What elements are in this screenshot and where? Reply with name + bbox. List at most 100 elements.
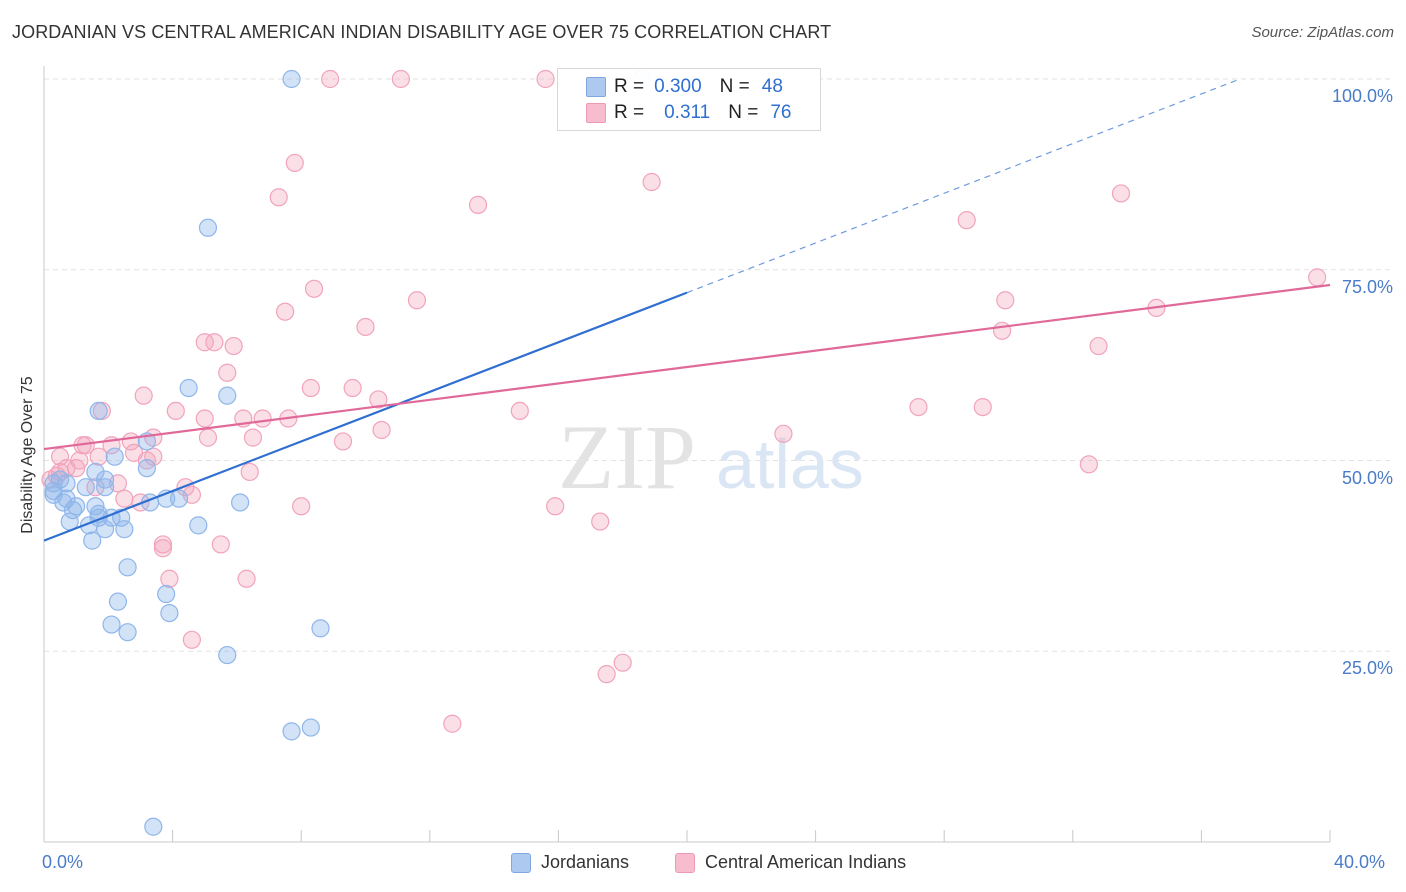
data-point-jordanians [118,623,137,642]
data-point-central-american-indians [443,714,462,733]
data-point-jordanians [218,386,237,405]
data-point-central-american-indians [195,333,214,352]
grid-lines [44,78,1392,652]
data-point-jordanians [105,447,124,466]
y-tick-label: 75.0% [1341,276,1393,297]
data-point-jordanians [95,520,115,539]
data-point-central-american-indians [218,363,237,382]
legend-swatch-jordanians [586,77,606,97]
data-point-central-american-indians [195,409,214,428]
legend-r-value: 0.300 [654,76,702,97]
legend-label-central-american-indians: Central American Indians [705,852,907,872]
legend-swatch-central-american-indians [675,852,695,873]
axes [43,66,1331,843]
data-point-central-american-indians [86,478,105,497]
legend-r-label: R = [614,102,645,123]
data-point-central-american-indians [321,69,340,89]
data-point-jordanians [108,592,128,611]
data-point-central-american-indians [285,153,304,173]
data-point-central-american-indians [205,333,224,352]
legend-item-central-american-indians[interactable]: Central American Indians [675,852,906,873]
data-point-central-american-indians [1079,455,1098,474]
data-point-central-american-indians [468,195,488,214]
data-point-central-american-indians [182,630,201,649]
legend-swatch-jordanians [511,852,531,873]
watermark-zip: ZIP [558,406,696,508]
data-point-central-american-indians [613,653,632,672]
data-point-central-american-indians [243,428,263,447]
data-point-central-american-indians [237,569,256,588]
legend-row-central-american-indians: R = 0.311 N = 76 [586,101,792,125]
data-point-central-american-indians [198,428,218,447]
data-point-central-american-indians [510,401,529,421]
series-jordanians [44,69,652,836]
data-point-jordanians [169,489,189,508]
data-point-jordanians [218,645,237,665]
data-point-central-american-indians [957,211,976,230]
data-point-jordanians [282,722,301,741]
trend-line-central-american-indians [43,283,1331,451]
data-point-central-american-indians [269,188,288,207]
data-point-jordanians [160,603,179,623]
data-point-central-american-indians [1089,336,1108,356]
data-point-central-american-indians [391,69,410,89]
legend-n-label: N = [728,102,759,123]
data-point-jordanians [282,69,301,89]
data-point-jordanians [89,401,108,421]
data-point-jordanians [83,531,102,550]
data-point-jordanians [198,218,218,237]
data-point-central-american-indians [973,397,992,417]
data-point-central-american-indians [301,378,320,398]
data-point-jordanians [189,516,208,535]
legend-n-value: 48 [761,76,783,97]
data-point-central-american-indians [304,279,324,298]
data-point-central-american-indians [909,397,928,417]
watermark-atlas: atlas [716,425,864,503]
data-point-central-american-indians [276,302,295,321]
watermark: ZIP atlas [558,406,864,508]
data-point-central-american-indians [57,459,76,478]
y-tick-label: 100.0% [1331,86,1393,106]
data-point-central-american-indians [536,69,555,89]
data-point-central-american-indians [356,317,375,337]
data-point-central-american-indians [992,321,1012,340]
data-point-jordanians [67,497,86,516]
data-point-central-american-indians [333,432,353,451]
data-point-central-american-indians [153,539,173,558]
data-point-jordanians [311,619,330,638]
bottom-legend: Jordanians Central American Indians [0,852,1406,876]
data-point-jordanians [76,478,95,497]
data-point-central-american-indians [253,409,272,428]
data-point-central-american-indians [115,489,134,508]
data-point-central-american-indians [372,420,391,440]
stats-legend: R = 0.300 N = 48 R = 0.311 N = 76 [557,68,821,131]
legend-label-jordanians: Jordanians [541,852,630,872]
data-point-central-american-indians [153,535,173,554]
data-point-central-american-indians [224,336,243,356]
data-point-jordanians [95,478,115,497]
data-point-jordanians [301,718,320,737]
data-point-central-american-indians [597,665,616,684]
data-point-jordanians [102,615,121,634]
data-point-central-american-indians [642,172,661,192]
data-point-jordanians [157,584,176,604]
data-point-central-american-indians [996,291,1015,310]
data-point-central-american-indians [1111,184,1131,203]
data-point-jordanians [137,459,156,478]
data-point-jordanians [179,378,198,398]
data-point-central-american-indians [774,424,793,443]
legend-n-value: 76 [770,102,792,123]
x-tick-min: 0.0% [42,852,84,872]
data-point-central-american-indians [124,443,144,462]
legend-item-jordanians[interactable]: Jordanians [511,852,629,873]
data-point-central-american-indians [240,462,259,482]
y-tick-label: 25.0% [1341,658,1393,679]
data-point-central-american-indians [292,497,311,516]
chart-source: Source: ZipAtlas.com [1251,24,1394,41]
data-point-jordanians [115,520,134,539]
legend-r-label: R = [614,76,645,97]
data-point-central-american-indians [546,497,565,516]
data-point-central-american-indians [134,386,153,405]
data-point-jordanians [86,462,105,482]
